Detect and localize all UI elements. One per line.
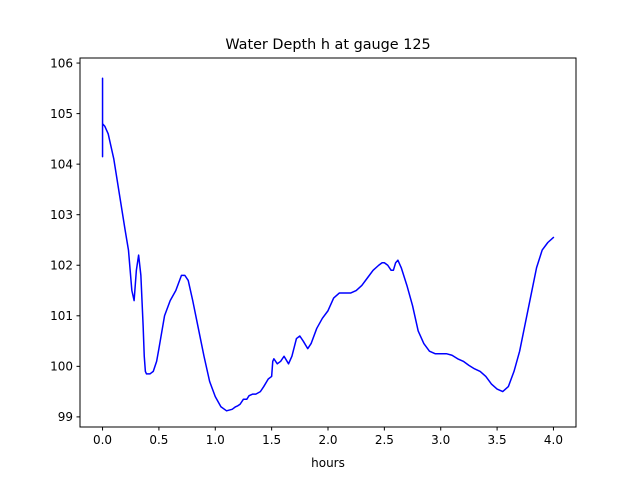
y-tick-label: 105	[50, 107, 73, 121]
x-tick-label: 2.5	[375, 433, 394, 447]
chart-title: Water Depth h at gauge 125	[225, 37, 430, 53]
y-axis: 99 100 101 102 103 104 105 106	[50, 56, 80, 424]
y-tick-label: 102	[50, 259, 73, 273]
y-tick-label: 99	[58, 410, 73, 424]
x-tick-label: 0.0	[93, 433, 112, 447]
x-tick-label: 4.0	[544, 433, 563, 447]
x-tick-label: 3.5	[488, 433, 507, 447]
series-line	[101, 77, 555, 412]
x-tick-label: 0.5	[149, 433, 168, 447]
y-tick-label: 100	[50, 360, 73, 374]
x-axis-label: hours	[311, 456, 345, 470]
plot-area	[80, 58, 576, 427]
y-tick-label: 101	[50, 309, 73, 323]
x-tick-label: 1.5	[262, 433, 281, 447]
x-tick-label: 3.0	[431, 433, 450, 447]
x-tick-label: 2.0	[318, 433, 337, 447]
y-tick-label: 103	[50, 208, 73, 222]
plot-frame	[79, 57, 577, 428]
y-tick-label: 104	[50, 157, 73, 171]
x-axis: 0.0 0.5 1.0 1.5 2.0 2.5 3.0 3.5 4.0	[93, 427, 563, 447]
y-tick-label: 106	[50, 56, 73, 70]
x-tick-label: 1.0	[206, 433, 225, 447]
